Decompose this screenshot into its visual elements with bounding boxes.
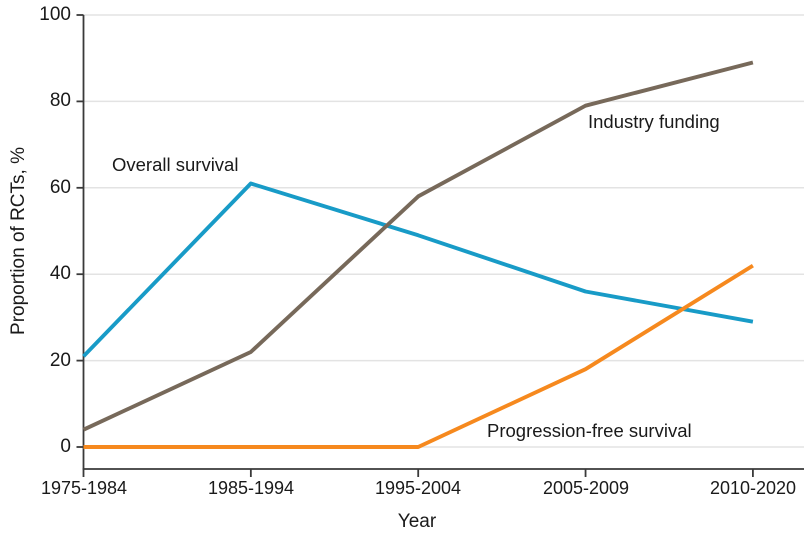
y-tick-label-80: 80 [49, 90, 71, 111]
x-tick-label-1995-2004: 1995-2004 [374, 478, 462, 498]
x-tick-label-1985-1994: 1985-1994 [207, 478, 295, 498]
series-label-industry-funding: Industry funding [588, 111, 720, 132]
series-line-overall-survival [82, 181, 754, 358]
y-tick-label-40: 40 [49, 263, 71, 284]
series-line-progression-free-survival [83, 263, 754, 449]
y-tick-label-100: 100 [39, 4, 71, 25]
x-tick-label-2010-2020: 2010-2020 [709, 478, 797, 498]
series-label-progression-free-survival: Progression-free survival [487, 420, 692, 441]
x-tick-label-2005-2009: 2005-2009 [542, 478, 630, 498]
y-tick-label-0: 0 [60, 436, 71, 457]
series-label-overall-survival: Overall survival [112, 154, 239, 175]
x-axis-title: Year [397, 511, 437, 532]
y-tick-label-20: 20 [49, 350, 71, 371]
x-tick-label-1975-1984: 1975-1984 [40, 478, 128, 498]
series-line-industry-funding [82, 60, 754, 432]
y-tick-label-60: 60 [49, 177, 71, 198]
y-axis-title: Proportion of RCTs, % [8, 147, 29, 335]
